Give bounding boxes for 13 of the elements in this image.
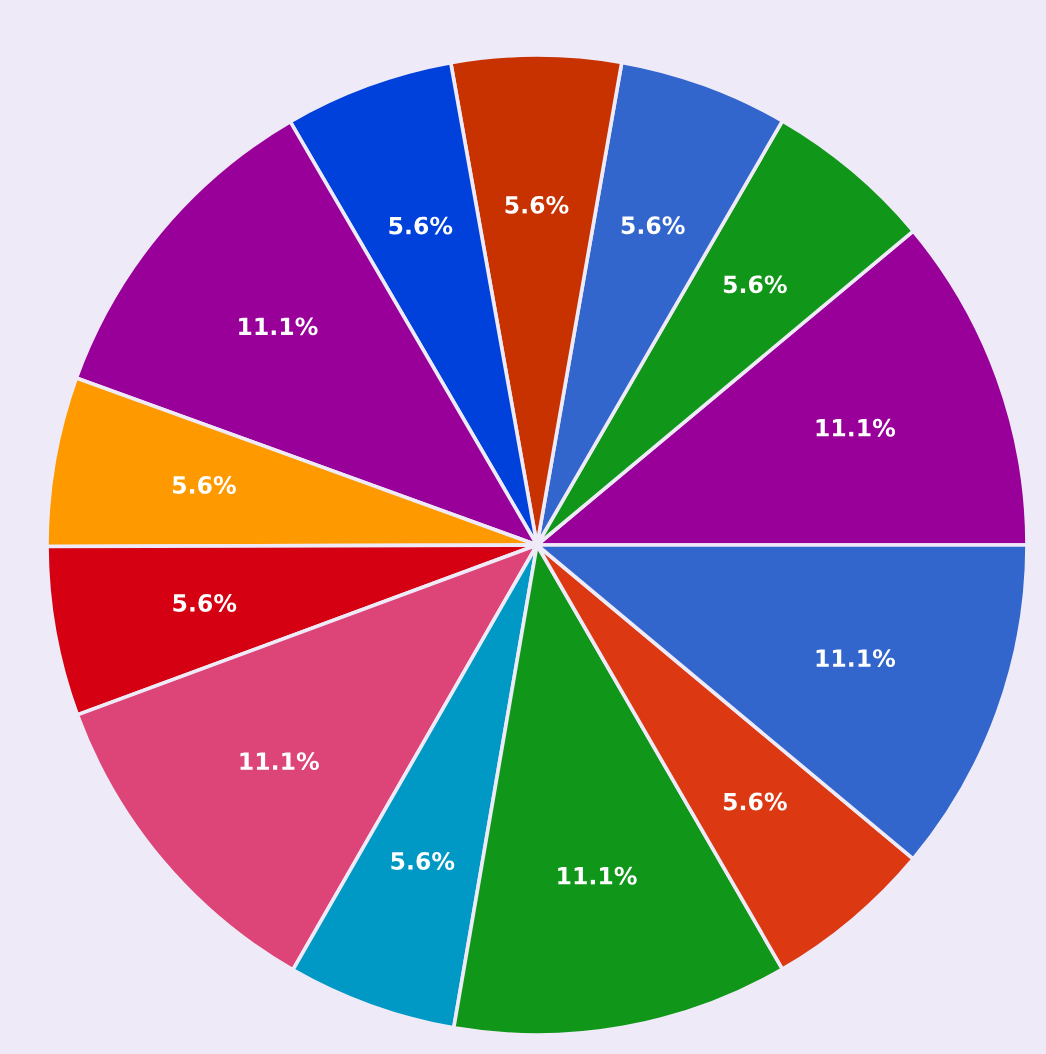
data-label: 11.1% [816,418,896,437]
data-label: 11.1% [239,317,318,336]
data-label: 5.6% [172,476,236,494]
data-label: 11.1% [558,866,637,885]
data-label: 5.6% [173,594,237,612]
data-label: 5.6% [505,195,569,214]
data-label: 5.6% [621,216,685,235]
data-label: 5.6% [723,275,787,294]
data-label: 5.6% [391,852,455,870]
data-label: 11.1% [240,752,319,771]
data-label: 5.6% [723,792,787,811]
data-label: 5.6% [389,216,453,235]
data-label: 11.1% [816,649,896,668]
